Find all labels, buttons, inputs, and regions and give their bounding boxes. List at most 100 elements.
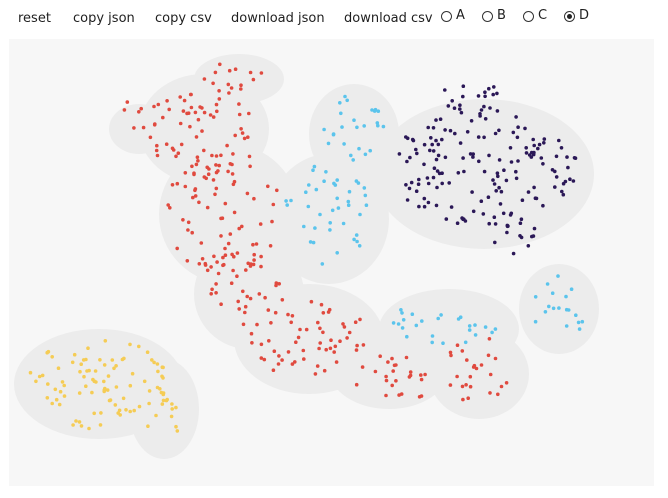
- scatter-canvas[interactable]: [9, 39, 654, 486]
- point-cyan: [335, 178, 340, 182]
- point-yellow: [161, 392, 166, 397]
- point-red: [341, 322, 345, 326]
- point-purple: [508, 146, 513, 150]
- radio-circle-d[interactable]: [564, 10, 575, 22]
- point-purple: [465, 130, 470, 134]
- point-yellow: [86, 346, 90, 351]
- point-yellow: [174, 405, 178, 410]
- point-red: [316, 320, 320, 325]
- point-cyan: [340, 125, 344, 129]
- download-json-button[interactable]: download json: [231, 11, 325, 26]
- point-purple: [541, 203, 545, 208]
- point-red: [226, 82, 231, 87]
- point-purple: [468, 152, 473, 156]
- radio-option-c[interactable]: C: [523, 8, 547, 24]
- point-yellow: [78, 369, 82, 374]
- point-yellow: [37, 374, 42, 379]
- point-red: [175, 246, 179, 251]
- radio-circle-a[interactable]: [441, 10, 452, 22]
- point-purple: [532, 226, 537, 231]
- point-purple: [458, 107, 462, 111]
- copy-csv-button[interactable]: copy csv: [155, 11, 212, 26]
- point-red: [155, 143, 159, 148]
- point-purple: [519, 217, 524, 221]
- point-yellow: [122, 356, 126, 361]
- point-red: [289, 320, 294, 325]
- point-red: [250, 341, 254, 345]
- point-yellow: [110, 358, 115, 362]
- point-red: [192, 172, 196, 177]
- point-red: [259, 342, 264, 347]
- radio-option-b[interactable]: B: [482, 8, 506, 24]
- point-purple: [431, 126, 436, 130]
- point-cyan: [391, 321, 396, 325]
- point-red: [290, 362, 295, 366]
- point-yellow: [116, 411, 120, 415]
- point-red: [154, 148, 159, 153]
- point-cyan: [312, 164, 317, 169]
- point-purple: [499, 189, 504, 194]
- point-purple: [458, 103, 462, 107]
- radio-option-a[interactable]: A: [441, 8, 465, 24]
- point-red: [161, 115, 165, 120]
- download-csv-button[interactable]: download csv: [344, 11, 433, 26]
- point-red: [214, 291, 218, 295]
- point-purple: [518, 221, 523, 225]
- radio-option-d[interactable]: D: [564, 8, 589, 24]
- point-red: [394, 379, 398, 383]
- point-red: [466, 396, 471, 401]
- point-cyan: [436, 316, 441, 321]
- point-cyan: [410, 312, 415, 317]
- point-red: [233, 133, 237, 138]
- point-red: [493, 356, 498, 361]
- point-yellow: [58, 389, 63, 394]
- copy-json-button[interactable]: copy json: [73, 11, 135, 26]
- point-purple: [568, 177, 572, 181]
- point-red: [251, 262, 256, 267]
- point-purple: [397, 152, 402, 156]
- point-purple: [431, 149, 436, 153]
- radio-circle-c[interactable]: [523, 10, 534, 22]
- point-red: [174, 154, 178, 159]
- point-purple: [482, 169, 487, 174]
- point-yellow: [170, 402, 174, 406]
- point-red: [188, 124, 192, 129]
- point-red: [263, 295, 267, 300]
- point-red: [190, 164, 194, 169]
- scatter-plot[interactable]: [9, 39, 654, 486]
- point-red: [333, 344, 338, 349]
- point-yellow: [128, 409, 132, 414]
- point-cyan: [401, 318, 406, 322]
- point-red: [186, 228, 190, 232]
- point-red: [423, 372, 427, 377]
- reset-button[interactable]: reset: [18, 11, 51, 26]
- point-yellow: [160, 402, 165, 406]
- point-yellow: [128, 383, 133, 388]
- point-red: [202, 148, 206, 153]
- point-red: [254, 242, 259, 246]
- point-purple: [479, 108, 484, 112]
- point-yellow: [169, 414, 174, 419]
- point-red: [262, 357, 267, 362]
- radio-circle-b[interactable]: [482, 10, 493, 22]
- point-yellow: [94, 380, 98, 384]
- point-cyan: [557, 306, 561, 310]
- point-red: [122, 108, 127, 112]
- point-red: [248, 264, 253, 268]
- point-cyan: [338, 101, 342, 105]
- point-red: [233, 67, 238, 71]
- point-yellow: [71, 423, 75, 427]
- point-red: [232, 254, 236, 259]
- point-red: [167, 107, 171, 112]
- point-purple: [495, 91, 499, 96]
- point-red: [324, 347, 329, 352]
- point-red: [464, 383, 468, 387]
- point-cyan: [362, 124, 367, 128]
- point-purple: [520, 198, 525, 202]
- point-purple: [515, 135, 520, 140]
- radio-label-d: D: [579, 8, 590, 23]
- point-red: [318, 326, 322, 331]
- point-yellow: [114, 385, 119, 389]
- point-cyan: [414, 323, 419, 328]
- point-yellow: [34, 379, 38, 384]
